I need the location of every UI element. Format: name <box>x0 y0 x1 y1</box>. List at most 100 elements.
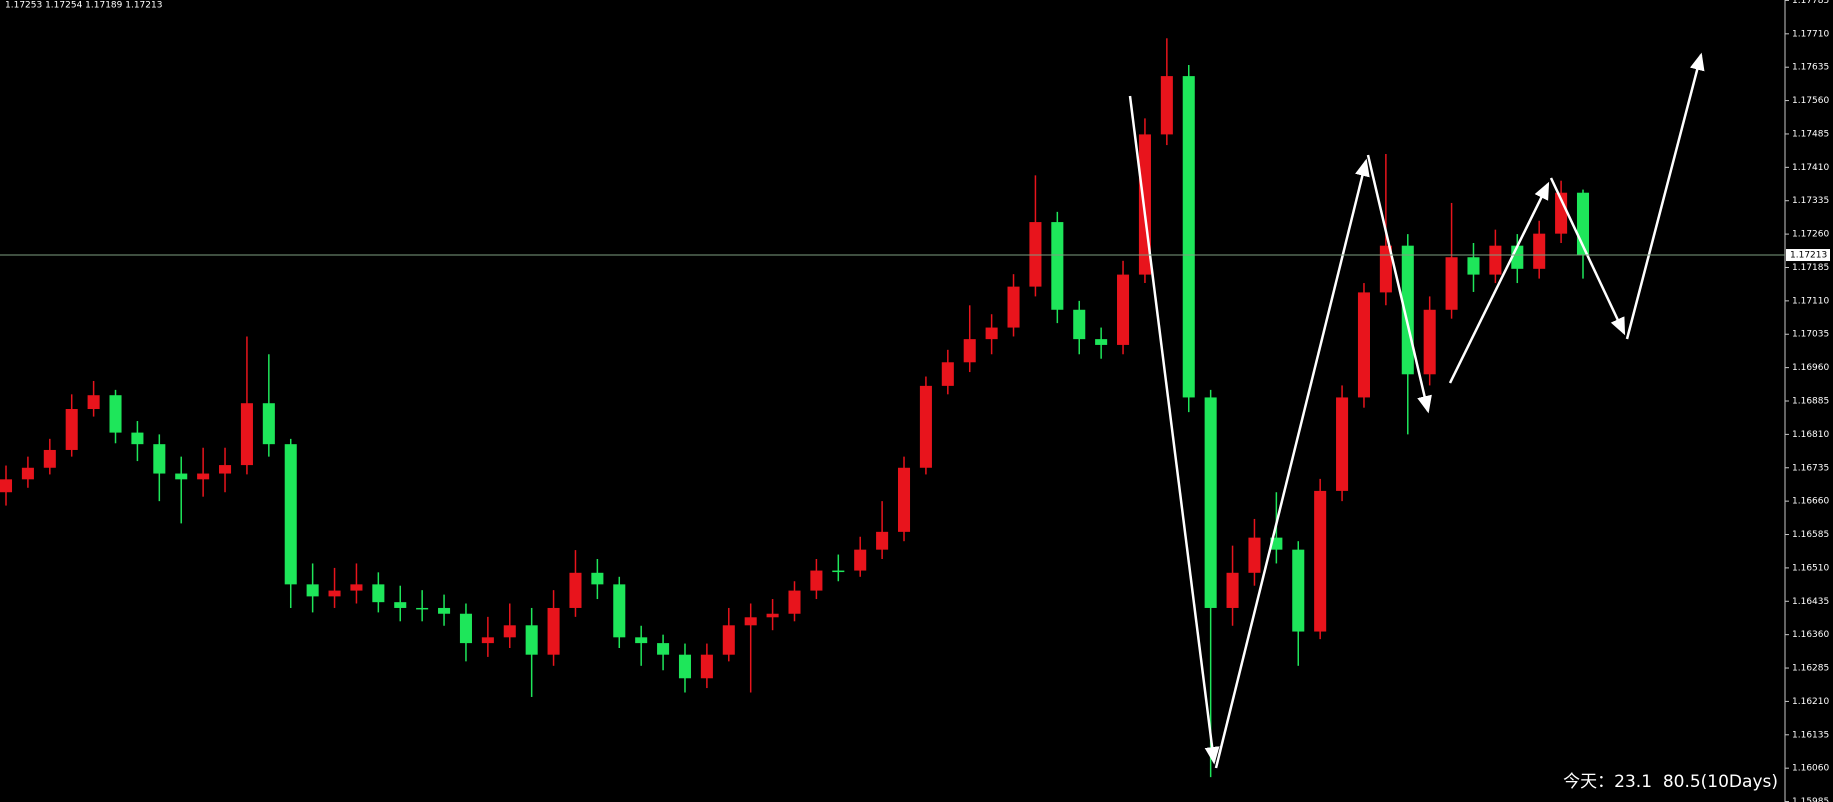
candle-body <box>1489 245 1502 275</box>
last-price-label: 1.17213 <box>1790 251 1827 261</box>
candle-body <box>1029 222 1042 287</box>
candle-body <box>591 572 604 585</box>
candle-body <box>1445 257 1458 310</box>
candle-body <box>1379 245 1392 293</box>
candle-body <box>350 584 363 591</box>
candle-body <box>262 403 275 445</box>
y-tick-label: 1.16135 <box>1792 730 1829 740</box>
candle-body <box>1160 76 1173 135</box>
y-tick-label: 1.16885 <box>1792 397 1829 407</box>
candle-body <box>832 570 845 573</box>
candle-body <box>1248 537 1261 573</box>
candle-body <box>678 654 692 679</box>
candle-body <box>0 479 13 493</box>
candle-body <box>744 617 757 626</box>
candle-body <box>175 473 188 480</box>
y-tick-label: 1.16510 <box>1792 563 1829 573</box>
candle-body <box>1095 339 1108 345</box>
candle-body <box>722 625 735 655</box>
candle-body <box>1336 397 1349 491</box>
candle-body <box>1182 76 1195 398</box>
arrow <box>1214 158 1370 769</box>
candle-body <box>394 602 407 608</box>
candle-body <box>897 467 911 532</box>
y-tick-label: 1.17785 <box>1792 0 1829 6</box>
candle-body <box>1357 292 1370 398</box>
last-price-box <box>1786 249 1830 262</box>
y-tick-label: 1.17485 <box>1792 129 1829 139</box>
candle-body <box>284 444 297 585</box>
candle-body <box>306 584 319 597</box>
y-tick-label: 1.16360 <box>1792 630 1829 640</box>
candle-body <box>547 607 560 655</box>
y-tick-label: 1.16960 <box>1792 363 1829 373</box>
candle-body <box>1423 309 1436 375</box>
candle-body <box>525 625 538 655</box>
candle-body <box>569 572 582 608</box>
arrow <box>1366 154 1432 414</box>
candle-body <box>613 584 626 638</box>
candle-body <box>941 362 954 386</box>
candle-body <box>985 327 998 340</box>
y-tick-label: 1.16285 <box>1792 664 1829 674</box>
candle-body <box>240 403 253 466</box>
candle-body <box>1007 286 1020 328</box>
y-tick-label: 1.16060 <box>1792 764 1829 774</box>
candle-body <box>109 395 122 433</box>
candle-body <box>372 584 385 603</box>
candle-body <box>153 444 166 474</box>
candle-body <box>1226 572 1239 608</box>
candle-body <box>657 643 670 655</box>
ohlc-header: 1.17253 1.17254 1.17189 1.17213 <box>5 1 162 11</box>
candle-body <box>810 570 823 591</box>
candle-body <box>65 409 78 450</box>
candle-body <box>1467 257 1480 275</box>
candle-body <box>1533 233 1546 269</box>
candle-body <box>788 590 801 614</box>
candle-body <box>481 637 494 644</box>
candle-body <box>21 467 34 480</box>
candle-body <box>416 607 429 610</box>
candle-body <box>503 625 516 638</box>
y-tick-label: 1.17635 <box>1792 63 1829 73</box>
candle-body <box>919 385 932 468</box>
arrow <box>1128 95 1220 765</box>
candle-body <box>1073 309 1086 340</box>
y-tick-label: 1.17710 <box>1792 29 1829 39</box>
y-tick-label: 1.16210 <box>1792 697 1829 707</box>
y-tick-label: 1.17335 <box>1792 196 1829 206</box>
arrow <box>1448 181 1550 384</box>
y-tick-label: 1.16660 <box>1792 497 1829 507</box>
candle-body <box>1292 549 1305 632</box>
candle-body <box>197 473 210 480</box>
candle-body <box>854 549 867 571</box>
candle-body <box>1051 222 1064 310</box>
candle-body <box>219 465 232 474</box>
y-tick-label: 1.17110 <box>1792 296 1829 306</box>
candle-body <box>459 613 472 644</box>
candle-body <box>87 395 100 410</box>
candle-body <box>43 449 56 468</box>
candle-body <box>131 432 144 445</box>
y-tick-label: 1.16435 <box>1792 597 1829 607</box>
y-tick-label: 1.16810 <box>1792 430 1829 440</box>
candle-body <box>635 637 648 644</box>
candle-body <box>700 654 713 679</box>
y-tick-label: 1.17560 <box>1792 96 1829 106</box>
candle-body <box>1314 490 1327 632</box>
candles <box>0 38 1590 778</box>
candle-body <box>963 339 976 363</box>
candle-body <box>1117 274 1130 345</box>
footer-stats: 今天：23.1 80.5(10Days) <box>1563 772 1778 792</box>
y-tick-label: 1.16735 <box>1792 463 1829 473</box>
candle-body <box>876 531 889 550</box>
y-tick-label: 1.17185 <box>1792 263 1829 273</box>
y-tick-label: 1.15985 <box>1792 797 1829 802</box>
y-tick-label: 1.17260 <box>1792 230 1829 240</box>
y-tick-label: 1.17035 <box>1792 330 1829 340</box>
annotation-arrows <box>1128 52 1705 769</box>
candle-body <box>328 590 341 597</box>
